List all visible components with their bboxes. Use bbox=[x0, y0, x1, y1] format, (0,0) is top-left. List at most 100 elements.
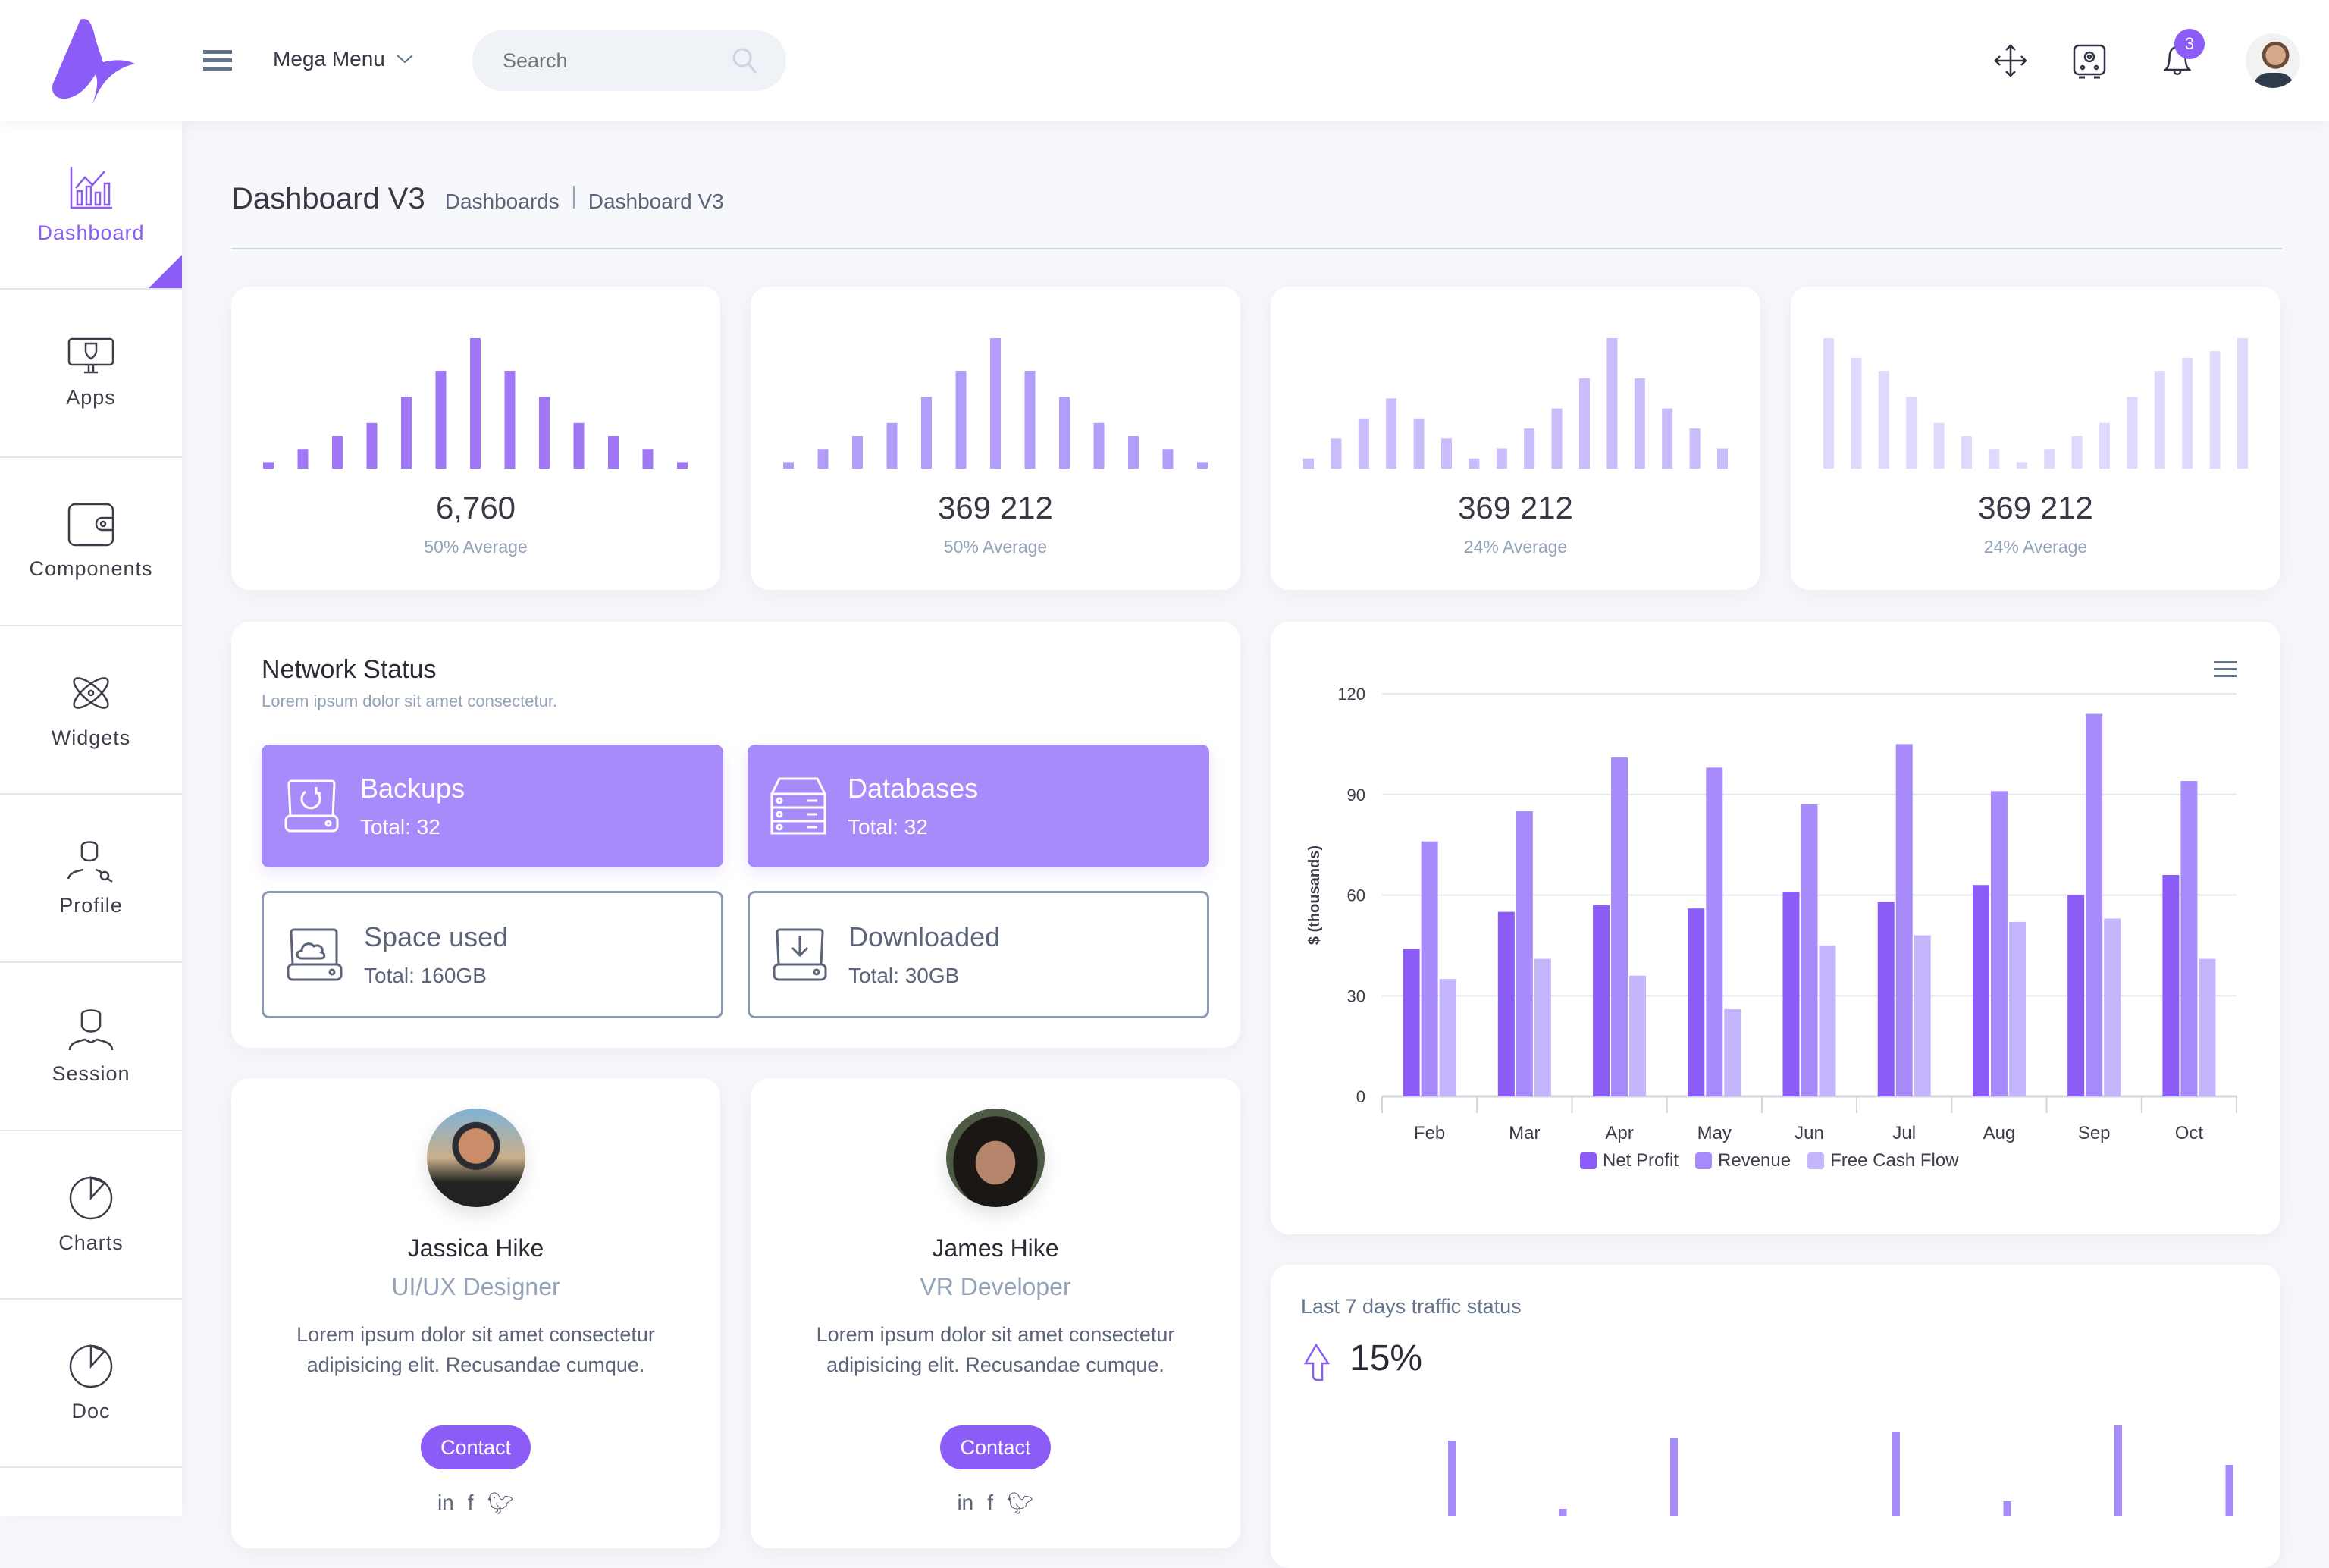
sidebar-item-session[interactable]: Session bbox=[0, 963, 182, 1131]
breadcrumb-item: Dashboard V3 bbox=[588, 190, 724, 213]
sparkline-bar bbox=[2071, 436, 2083, 469]
bar-net-profit bbox=[1688, 908, 1705, 1096]
x-tick-label: Jul bbox=[1892, 1123, 1916, 1143]
facebook-icon[interactable]: f bbox=[987, 1491, 994, 1514]
sparkline-bar bbox=[1303, 458, 1314, 469]
sidebar-item-components[interactable]: Components bbox=[0, 458, 182, 626]
tile-databases[interactable]: Databases Total: 32 bbox=[748, 745, 1209, 867]
sparkline-bar bbox=[817, 449, 829, 469]
twitter-icon[interactable]: 🐦︎ bbox=[487, 1491, 515, 1515]
tile-title: Databases bbox=[848, 773, 979, 804]
bar-net-profit bbox=[1782, 892, 1800, 1096]
sidebar-item-apps[interactable]: Apps bbox=[0, 290, 182, 458]
bar-free-cash-flow bbox=[2008, 921, 2026, 1096]
financial-chart-card: 0 30 60 90 120 $ (thousands) Feb Mar Apr May Jun Ju… bbox=[1271, 622, 2280, 1234]
sparkline-bar bbox=[783, 462, 794, 469]
search-input[interactable] bbox=[503, 45, 715, 76]
bar-free-cash-flow bbox=[1534, 958, 1551, 1096]
sparkline-bar bbox=[297, 449, 309, 469]
stat-subtext: 50% Average bbox=[943, 537, 1048, 557]
sidebar-item-label: Charts bbox=[58, 1231, 124, 1254]
cloud-drive-icon bbox=[287, 928, 343, 981]
bar-free-cash-flow bbox=[1914, 935, 1931, 1096]
sidebar-item-label: Doc bbox=[71, 1399, 111, 1422]
hamburger-menu-icon[interactable] bbox=[203, 50, 232, 71]
sparkline-bar bbox=[1579, 378, 1590, 469]
linkedin-icon[interactable]: in bbox=[957, 1491, 974, 1514]
profile-name: James Hike bbox=[932, 1234, 1059, 1262]
search-icon[interactable] bbox=[730, 45, 760, 76]
y-tick-label: 0 bbox=[1356, 1087, 1365, 1106]
atom-icon bbox=[73, 676, 109, 709]
contact-button[interactable]: Contact bbox=[420, 1425, 531, 1469]
y-tick-label: 60 bbox=[1347, 886, 1365, 905]
profile-role: VR Developer bbox=[920, 1273, 1071, 1300]
sparkline-bar bbox=[1961, 436, 1972, 469]
sparkline-bar bbox=[990, 338, 1001, 469]
sparkline-bar bbox=[401, 397, 412, 469]
sparkline-bar bbox=[2016, 462, 2027, 469]
search-box[interactable] bbox=[472, 30, 786, 91]
sparkline-bar bbox=[677, 462, 688, 469]
sparkline-bar bbox=[332, 436, 343, 469]
traffic-bar bbox=[2114, 1425, 2122, 1516]
mega-menu-dropdown[interactable]: Mega Menu bbox=[273, 47, 414, 71]
sidebar-item-widgets[interactable]: Widgets bbox=[0, 626, 182, 795]
bar-revenue bbox=[1421, 841, 1438, 1096]
notifications-button[interactable]: 3 bbox=[2162, 29, 2208, 82]
breadcrumb-item[interactable]: Dashboards bbox=[444, 190, 560, 213]
y-tick-label: 30 bbox=[1347, 986, 1365, 1005]
sparkline-bar bbox=[573, 422, 585, 469]
sidebar-item-dashboard[interactable]: Dashboard bbox=[0, 121, 182, 290]
sparkline-bar bbox=[1496, 448, 1507, 469]
sparkline-bar bbox=[852, 436, 863, 469]
twitter-icon[interactable]: 🐦︎ bbox=[1007, 1491, 1034, 1515]
sparkline-bar bbox=[1823, 338, 1834, 469]
legend-swatch bbox=[1807, 1152, 1825, 1169]
sidebar-item-profile[interactable]: Profile bbox=[0, 795, 182, 963]
profile-role: UI/UX Designer bbox=[391, 1273, 560, 1300]
tile-space-used[interactable]: Space used Total: 160GB bbox=[262, 891, 723, 1018]
sparkline-chart bbox=[1303, 338, 1728, 469]
sparkline-bar bbox=[1358, 418, 1369, 469]
download-drive-icon bbox=[773, 928, 827, 981]
sparkline-bar bbox=[1524, 428, 1535, 469]
sidebar-item-doc[interactable]: Doc bbox=[0, 1300, 182, 1468]
pie-chart-icon bbox=[69, 1344, 113, 1388]
app-logo[interactable] bbox=[50, 17, 138, 106]
facebook-icon[interactable]: f bbox=[467, 1491, 474, 1514]
sparkline-bar bbox=[2044, 449, 2055, 469]
sparkline-bar bbox=[435, 371, 447, 469]
top-header: Mega Menu 3 bbox=[0, 0, 2329, 121]
breadcrumb-separator bbox=[572, 186, 575, 209]
safe-icon[interactable] bbox=[2073, 44, 2106, 79]
network-status-card: Network Status Lorem ipsum dolor sit ame… bbox=[231, 622, 1240, 1048]
x-tick-label: May bbox=[1697, 1123, 1732, 1143]
fullscreen-move-icon[interactable] bbox=[1994, 44, 2027, 77]
tile-total: Total: 160GB bbox=[364, 964, 487, 987]
tile-backups[interactable]: Backups Total: 32 bbox=[262, 745, 723, 867]
sidebar: Dashboard Apps Components Widgets Profil… bbox=[0, 121, 182, 1516]
tile-downloaded[interactable]: Downloaded Total: 30GB bbox=[748, 891, 1209, 1018]
y-axis-label: $ (thousands) bbox=[1306, 845, 1323, 945]
traffic-bar-chart bbox=[1448, 1425, 2233, 1516]
bar-chart: 0 30 60 90 120 $ (thousands) Feb Mar Apr May Jun Ju… bbox=[1306, 685, 2237, 1171]
contact-button[interactable]: Contact bbox=[940, 1425, 1051, 1469]
profile-description-line: adipisicing elit. Recusandae cumque. bbox=[826, 1353, 1164, 1376]
sparkline-bar bbox=[539, 397, 550, 469]
mega-menu-label: Mega Menu bbox=[273, 47, 385, 71]
y-tick-label: 90 bbox=[1347, 786, 1365, 804]
sparkline-chart bbox=[1823, 338, 2248, 469]
chart-menu-icon[interactable] bbox=[2214, 661, 2237, 678]
sparkline-bar bbox=[2209, 351, 2221, 469]
sparkline-bar bbox=[263, 462, 274, 469]
sidebar-item-label: Apps bbox=[66, 385, 116, 409]
profile-name: Jassica Hike bbox=[407, 1234, 544, 1262]
stat-card: 369 212 24% Average bbox=[1271, 287, 1760, 590]
user-avatar[interactable] bbox=[2246, 33, 2300, 88]
traffic-bar bbox=[2003, 1501, 2011, 1516]
sidebar-item-charts[interactable]: Charts bbox=[0, 1131, 182, 1300]
linkedin-icon[interactable]: in bbox=[437, 1491, 454, 1514]
sparkline-bar bbox=[608, 436, 619, 469]
bar-net-profit bbox=[2162, 874, 2180, 1096]
